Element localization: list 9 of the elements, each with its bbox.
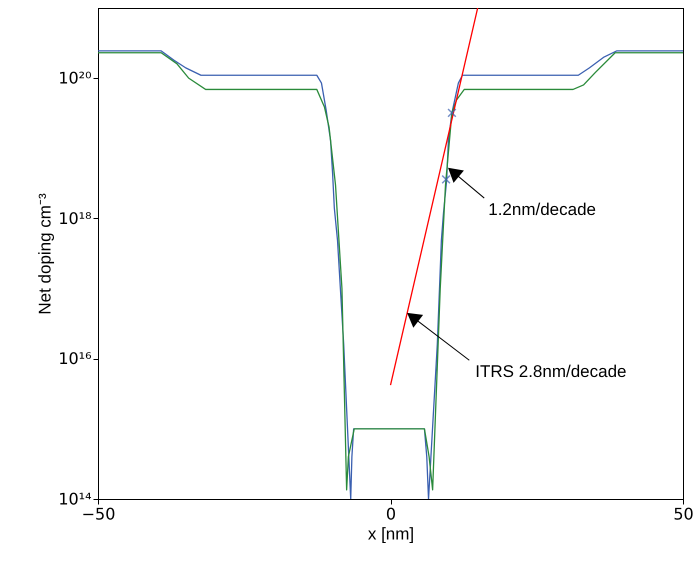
y-tick-label: 10²⁰	[58, 68, 92, 88]
annotation: ITRS 2.8nm/decade	[475, 362, 626, 382]
x-axis-title: x [nm]	[368, 524, 414, 544]
y-tick-label: 10¹⁸	[58, 208, 92, 228]
x-tick-label: 50	[673, 504, 694, 524]
x-tick-label: 0	[386, 504, 396, 524]
annotation: 1.2nm/decade	[488, 200, 596, 220]
y-axis-title: Net doping cm⁻³	[35, 193, 54, 315]
y-tick-label: 10¹⁶	[58, 349, 92, 368]
